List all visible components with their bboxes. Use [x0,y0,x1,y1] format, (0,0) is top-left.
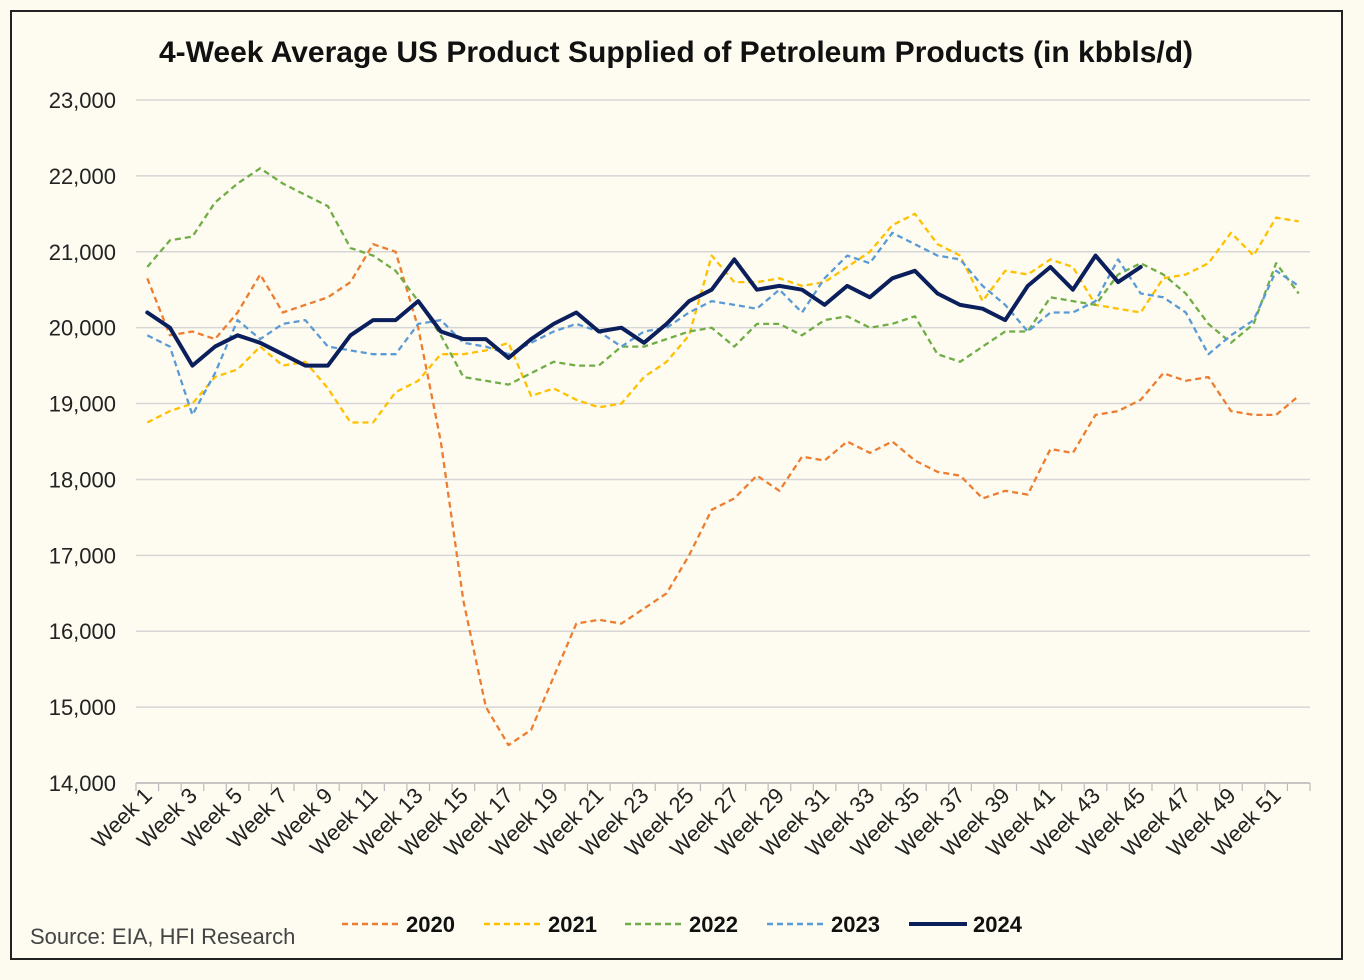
y-tick-label: 14,000 [49,771,116,796]
legend-label-2023: 2023 [831,912,880,937]
chart: 4-Week Average US Product Supplied of Pe… [30,36,1311,949]
y-tick-label: 21,000 [49,240,116,265]
legend: 2020 2021 2022 2023 2024 [342,912,1023,937]
y-tick-label: 20,000 [49,316,116,341]
series-line-2023 [146,231,1300,417]
y-tick-label: 15,000 [49,695,116,720]
y-tick-label: 18,000 [49,467,116,492]
legend-label-2020: 2020 [406,912,455,937]
series-line-2020 [146,243,1300,747]
chart-frame: 4-Week Average US Product Supplied of Pe… [10,10,1343,960]
series-line-2021 [146,212,1299,424]
y-tick-label: 17,000 [49,543,116,568]
legend-label-2022: 2022 [689,912,738,937]
gridlines [136,99,1310,784]
legend-label-2024: 2024 [973,912,1023,937]
series-lines [145,167,1300,747]
chart-title: 4-Week Average US Product Supplied of Pe… [159,36,1193,69]
source-note: Source: EIA, HFI Research [30,924,295,949]
y-tick-label: 22,000 [49,164,116,189]
y-tick-label: 16,000 [49,619,116,644]
series-line-2022 [146,167,1300,386]
y-tick-label: 23,000 [49,88,116,113]
legend-label-2021: 2021 [548,912,597,937]
series-line-2024 [145,253,1143,368]
y-axis: 14,000 15,000 16,000 17,000 18,000 19,000 20,0… [49,88,116,796]
y-tick-label: 19,000 [49,392,116,417]
